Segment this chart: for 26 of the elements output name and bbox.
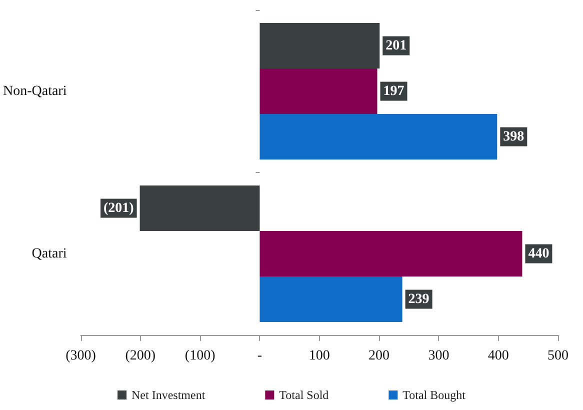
x-tick-label: (300) (66, 348, 96, 364)
bar (260, 231, 522, 276)
x-tick-label: 200 (368, 348, 390, 364)
x-tick-label: 100 (308, 348, 330, 364)
y-tick-label: Qatari (32, 246, 67, 262)
x-tick-label: (100) (184, 348, 216, 364)
data-label: (201) (103, 200, 134, 216)
data-label: 398 (503, 129, 524, 144)
x-tick-label: - (257, 348, 262, 364)
bar (260, 276, 402, 322)
x-tick-label: 500 (548, 348, 568, 364)
x-tick-label: 400 (488, 348, 509, 364)
data-label: 440 (528, 246, 550, 262)
legend-label: Total Bought (402, 388, 466, 402)
data-label: 239 (408, 292, 430, 307)
bar (140, 186, 260, 231)
legend-label: Net Investment (132, 388, 206, 402)
x-tick-label: (200) (125, 348, 156, 364)
data-label: 197 (383, 84, 404, 99)
bar (260, 68, 378, 114)
y-tick-label: Non-Qatari (2, 84, 67, 99)
data-label: 201 (386, 38, 407, 54)
bar (260, 114, 498, 160)
bar (260, 23, 380, 68)
x-tick-label: 300 (428, 348, 450, 364)
legend-label: Total Sold (279, 388, 329, 402)
